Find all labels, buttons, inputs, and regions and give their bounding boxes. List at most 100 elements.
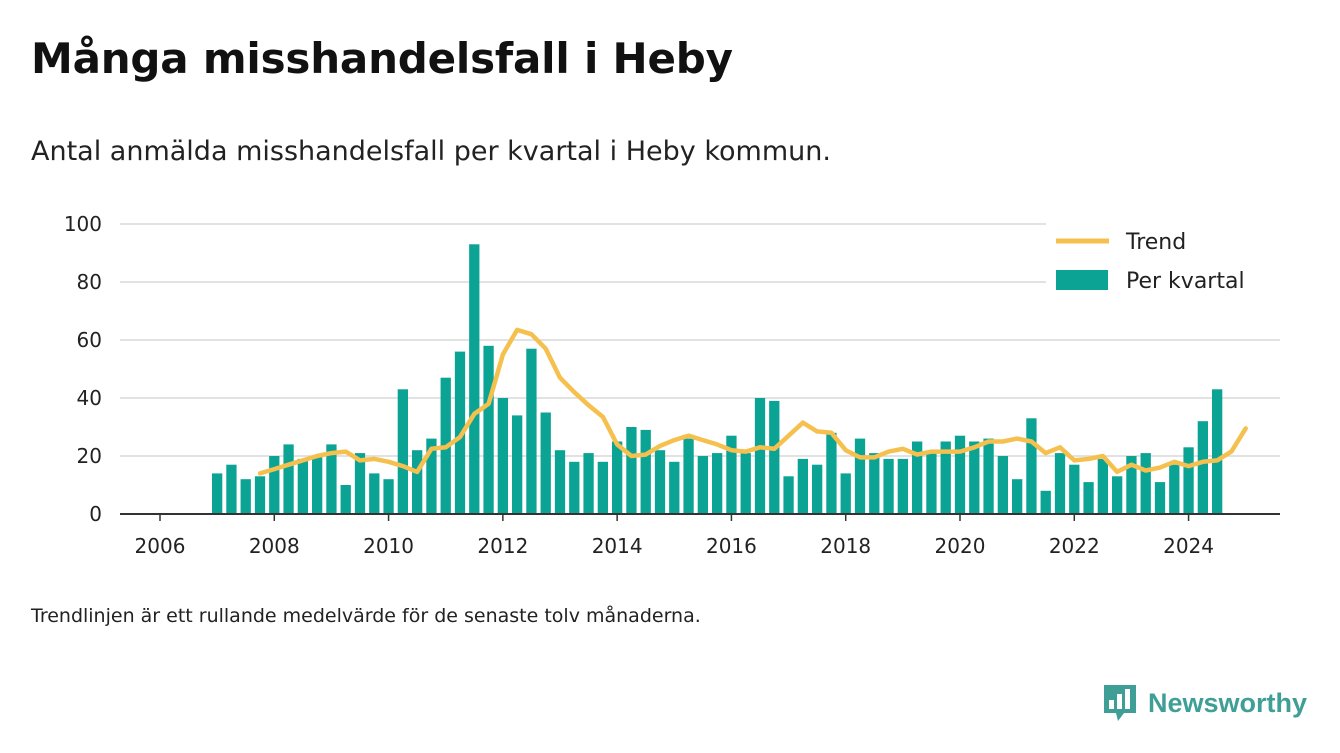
bar (1197, 421, 1208, 514)
trend-series (257, 327, 1248, 476)
x-tick-label: 2012 (477, 534, 528, 558)
chart-title: Många misshandelsfall i Heby (31, 34, 733, 83)
bar (626, 427, 637, 514)
bar-chart-logo-icon (1104, 685, 1136, 721)
x-tick-label: 2024 (1163, 534, 1214, 558)
bar (526, 348, 537, 514)
bar (1083, 482, 1094, 514)
bar (897, 458, 908, 514)
y-tick-label: 20 (77, 444, 102, 468)
bar (383, 479, 394, 514)
bar (683, 438, 694, 514)
bar (797, 458, 808, 514)
bar (483, 345, 494, 514)
bar (354, 453, 366, 514)
bar (1212, 389, 1223, 514)
bar (712, 453, 723, 514)
bar (697, 456, 708, 514)
chart-subtitle: Antal anmälda misshandelsfall per kvarta… (31, 136, 831, 167)
axes: 0 20 40 60 80 100 2006 2008 2010 2012 2014 2016 2018… (64, 212, 1280, 558)
bar (454, 351, 466, 514)
x-tick-label: 2022 (1049, 534, 1100, 558)
bar (1097, 458, 1108, 514)
bar (769, 400, 780, 514)
bar (212, 473, 223, 514)
bar (412, 450, 423, 514)
bar (1126, 456, 1137, 514)
bar (983, 438, 994, 514)
bar (512, 415, 523, 514)
legend-bar-label: Per kvartal (1126, 269, 1245, 294)
bar (754, 398, 766, 514)
trend-line (257, 327, 1248, 476)
bar-series (212, 244, 1223, 515)
x-tick-label: 2008 (249, 534, 300, 558)
y-tick-label: 40 (77, 386, 102, 410)
bar (1054, 453, 1066, 514)
bar-line-chart: 0 20 40 60 80 100 2006 2008 2010 2012 2014 2016 2018… (63, 212, 1284, 558)
bar (297, 458, 308, 514)
y-tick-label: 100 (64, 212, 102, 236)
bar (569, 461, 580, 514)
bar (640, 429, 651, 514)
brand-name: Newsworthy (1148, 687, 1308, 718)
bar (240, 479, 251, 514)
bar (840, 473, 851, 514)
x-tick-label: 2018 (820, 534, 871, 558)
bar (854, 438, 866, 514)
bar (726, 435, 737, 514)
bar (254, 476, 266, 514)
legend: Trend Per kvartal (1046, 222, 1284, 298)
y-tick-label: 80 (77, 270, 102, 294)
bar (1169, 464, 1180, 514)
bar (426, 438, 437, 514)
bar (397, 389, 408, 514)
bar (669, 461, 680, 514)
bar (954, 435, 966, 514)
bar (283, 444, 294, 514)
bar (312, 456, 323, 514)
bar (540, 412, 551, 514)
bar (1012, 479, 1023, 514)
bar (1040, 490, 1051, 514)
bar (1026, 418, 1037, 514)
bar (340, 485, 351, 514)
bar (783, 476, 794, 514)
brand-logo: Newsworthy (1102, 683, 1307, 723)
bar (969, 441, 980, 514)
x-tick-label: 2006 (135, 534, 186, 558)
bar (997, 456, 1008, 514)
bar (583, 453, 594, 514)
y-tick-label: 0 (89, 502, 102, 526)
bar (826, 432, 837, 514)
bar (269, 456, 280, 514)
bar (326, 444, 337, 514)
bar (1154, 482, 1166, 514)
bar (1112, 476, 1123, 514)
bar (1069, 464, 1080, 514)
bar (469, 244, 480, 515)
bar (597, 461, 608, 514)
legend-trend-label: Trend (1125, 230, 1186, 255)
bar (612, 441, 623, 514)
bar (940, 441, 951, 514)
bar (740, 453, 751, 514)
bar (812, 464, 823, 514)
footnote: Trendlinjen är ett rullande medelvärde f… (31, 605, 701, 627)
x-tick-label: 2010 (363, 534, 414, 558)
legend-bar-swatch (1056, 270, 1108, 290)
x-tick-label: 2020 (935, 534, 986, 558)
bar (654, 450, 666, 514)
bar (926, 453, 937, 514)
bar (912, 441, 923, 514)
bar (1183, 447, 1194, 514)
bar (369, 473, 380, 514)
x-tick-label: 2016 (706, 534, 757, 558)
bar (883, 458, 894, 514)
bar (497, 398, 508, 514)
bar (226, 464, 237, 514)
x-tick-label: 2014 (592, 534, 643, 558)
y-tick-label: 60 (77, 328, 102, 352)
bar (1140, 453, 1151, 514)
bar (554, 450, 566, 514)
